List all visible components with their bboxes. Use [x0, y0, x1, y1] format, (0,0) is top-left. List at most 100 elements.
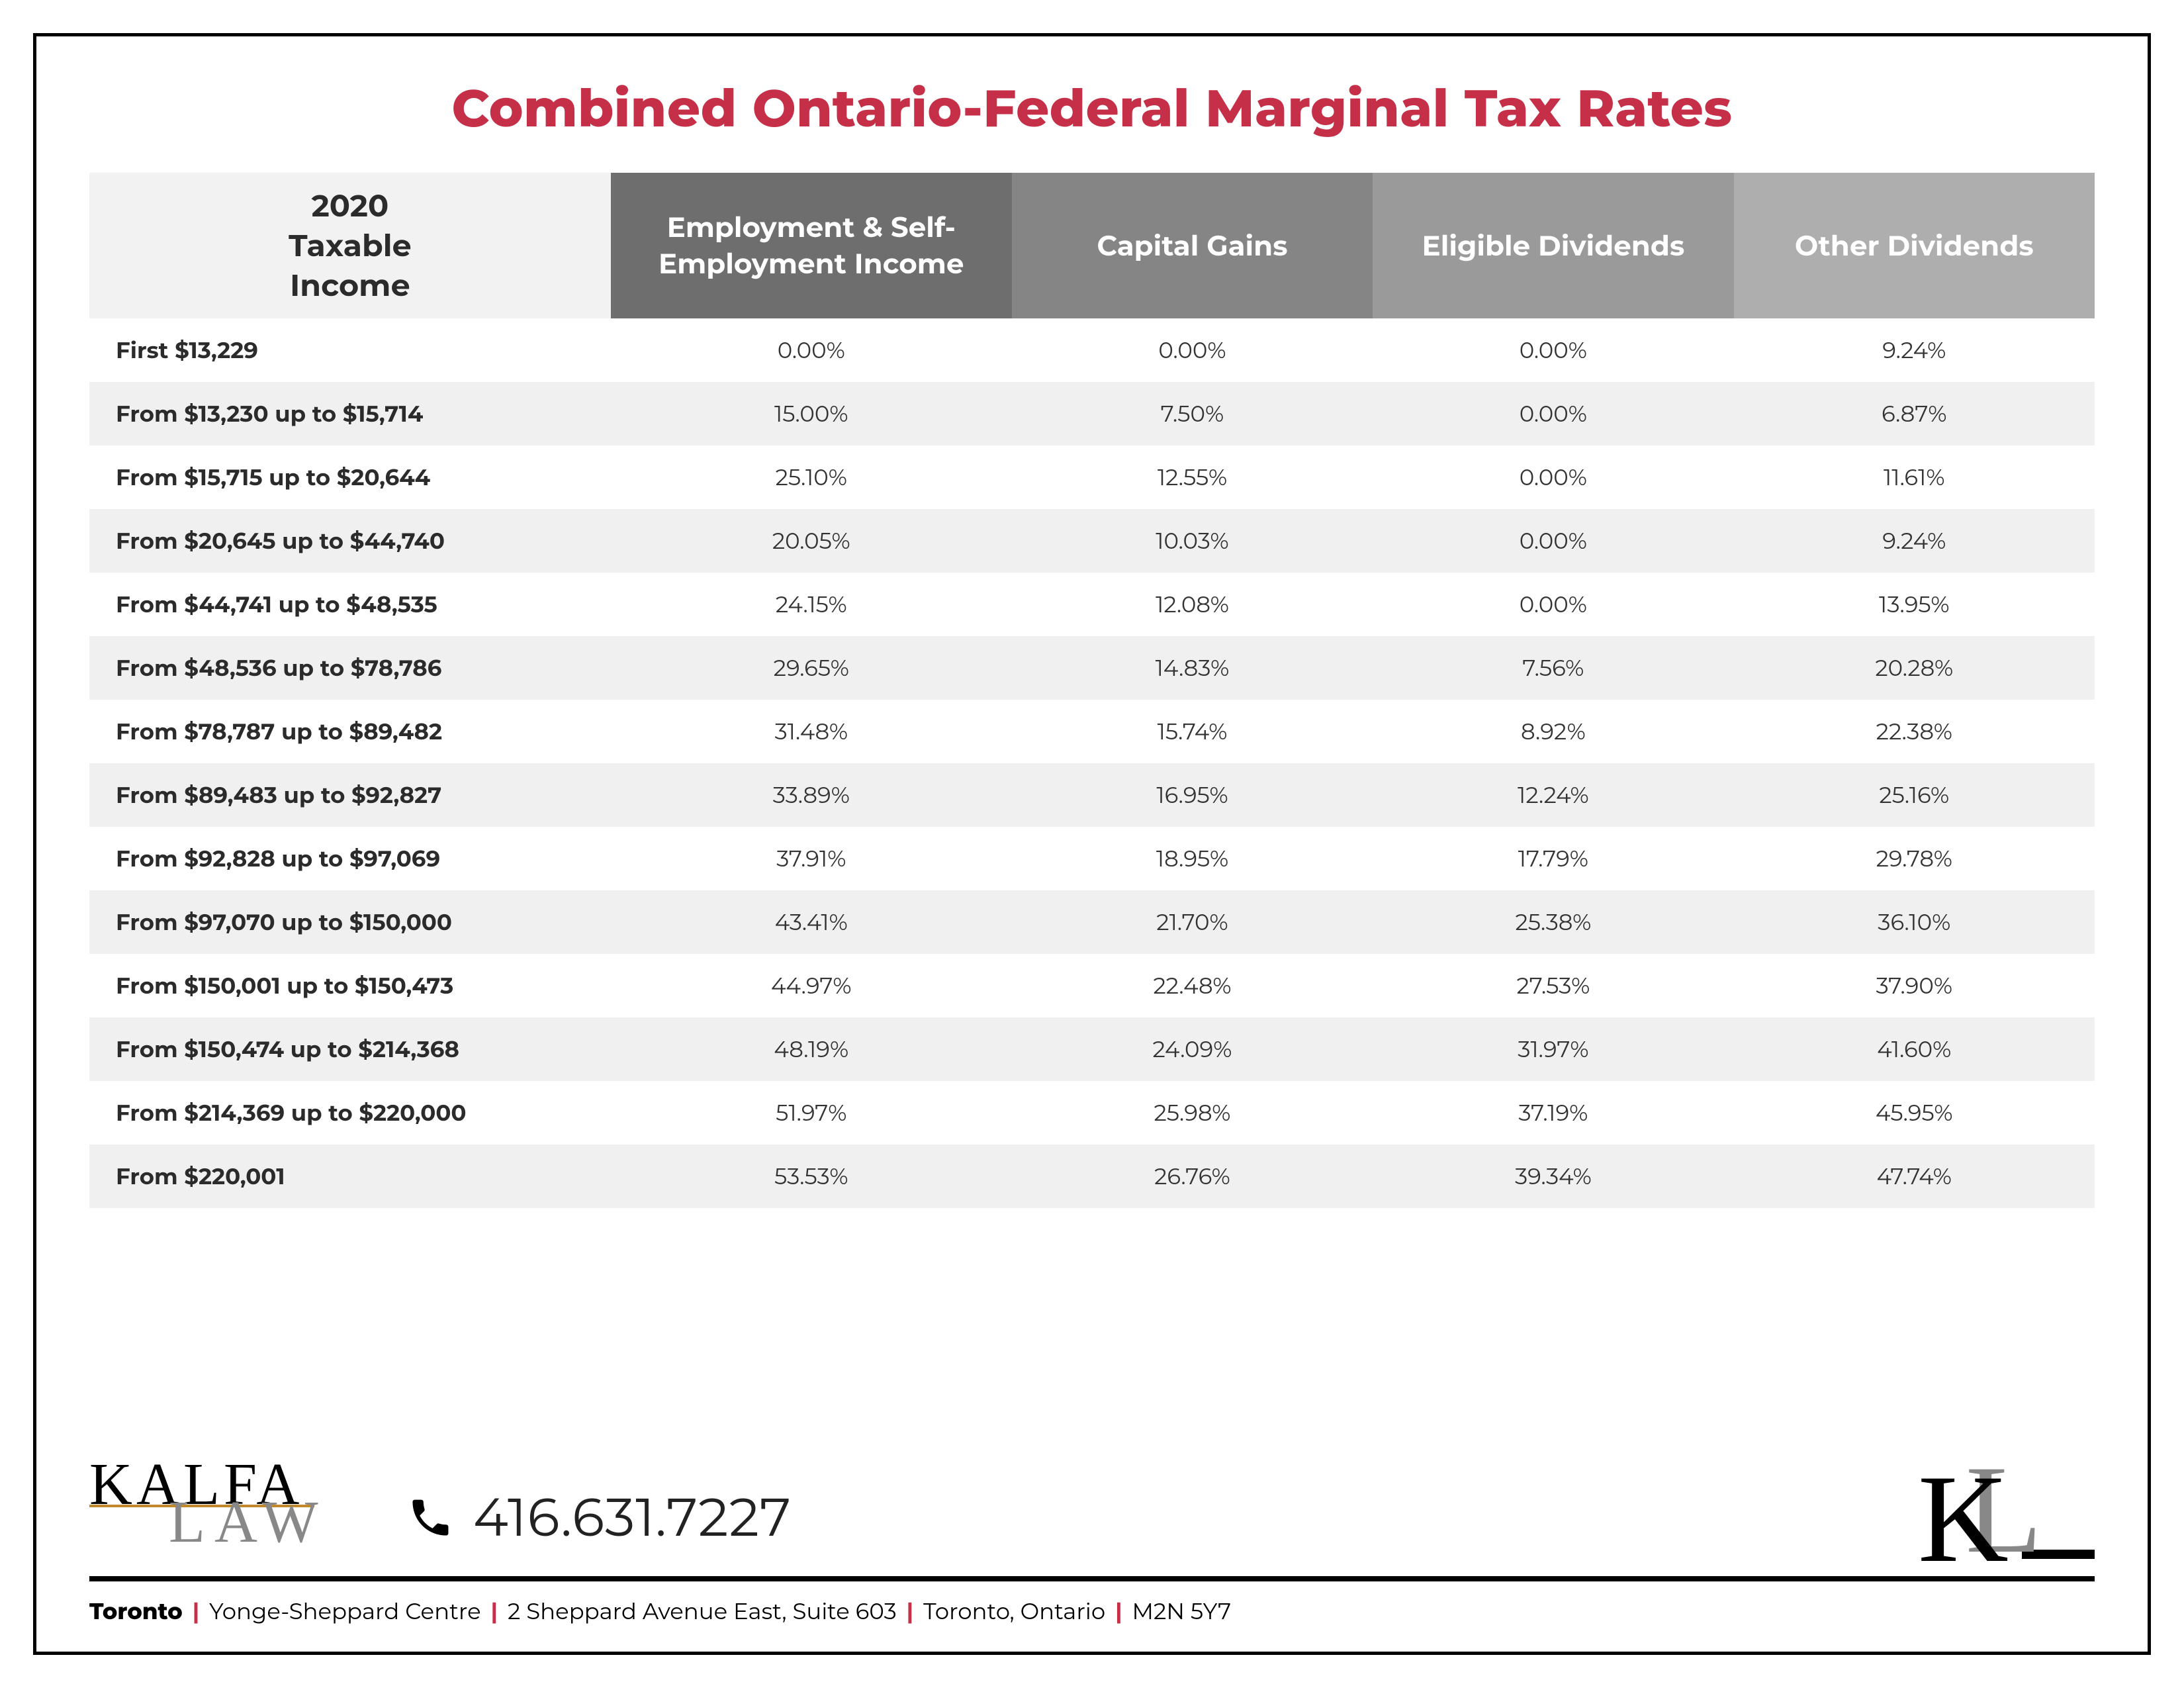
rate-cell: 13.95%	[1734, 573, 2095, 636]
table-row: From $20,645 up to $44,74020.05%10.03%0.…	[89, 509, 2095, 573]
rate-cell: 7.50%	[1012, 382, 1373, 445]
table-row: From $48,536 up to $78,78629.65%14.83%7.…	[89, 636, 2095, 700]
rate-cell: 0.00%	[1373, 445, 1733, 509]
address-sep: |	[189, 1597, 204, 1625]
table-row: From $214,369 up to $220,00051.97%25.98%…	[89, 1081, 2095, 1145]
bracket-cell: From $220,001	[89, 1145, 611, 1208]
address-line: Toronto | Yonge-Sheppard Centre | 2 Shep…	[89, 1597, 2095, 1625]
rate-cell: 25.16%	[1734, 763, 2095, 827]
rate-cell: 25.38%	[1373, 890, 1733, 954]
bracket-cell: First $13,229	[89, 318, 611, 382]
address-part: Toronto, Ontario	[923, 1597, 1105, 1625]
rate-cell: 9.24%	[1734, 318, 2095, 382]
rate-cell: 37.19%	[1373, 1081, 1733, 1145]
rate-cell: 12.08%	[1012, 573, 1373, 636]
page-title: Combined Ontario-Federal Marginal Tax Ra…	[89, 76, 2095, 140]
rate-cell: 51.97%	[611, 1081, 1012, 1145]
address-part: Yonge-Sheppard Centre	[209, 1597, 480, 1625]
rate-cell: 26.76%	[1012, 1145, 1373, 1208]
address-sep: |	[903, 1597, 918, 1625]
monogram-k: K	[1918, 1450, 2009, 1589]
rate-cell: 0.00%	[1373, 573, 1733, 636]
rate-cell: 47.74%	[1734, 1145, 2095, 1208]
address-part: 2 Sheppard Avenue East, Suite 603	[508, 1597, 897, 1625]
col-header: Eligible Dividends	[1373, 173, 1733, 318]
bracket-cell: From $92,828 up to $97,069	[89, 827, 611, 890]
rate-cell: 37.91%	[611, 827, 1012, 890]
rate-cell: 43.41%	[611, 890, 1012, 954]
address-part: M2N 5Y7	[1132, 1597, 1232, 1625]
footer: KALFA LAW 416.631.7227 L K Toronto	[89, 1424, 2095, 1625]
bracket-cell: From $78,787 up to $89,482	[89, 700, 611, 763]
bracket-cell: From $214,369 up to $220,000	[89, 1081, 611, 1145]
rate-cell: 48.19%	[611, 1017, 1012, 1081]
rate-cell: 44.97%	[611, 954, 1012, 1017]
rate-cell: 10.03%	[1012, 509, 1373, 573]
rate-cell: 31.97%	[1373, 1017, 1733, 1081]
table-row: From $78,787 up to $89,48231.48%15.74%8.…	[89, 700, 2095, 763]
rate-cell: 41.60%	[1734, 1017, 2095, 1081]
rate-cell: 0.00%	[1373, 382, 1733, 445]
table-head: 2020TaxableIncomeEmployment & Self-Emplo…	[89, 173, 2095, 318]
col-header: 2020TaxableIncome	[89, 173, 611, 318]
rate-cell: 53.53%	[611, 1145, 1012, 1208]
bracket-cell: From $48,536 up to $78,786	[89, 636, 611, 700]
rate-cell: 22.48%	[1012, 954, 1373, 1017]
bracket-cell: From $13,230 up to $15,714	[89, 382, 611, 445]
rate-cell: 17.79%	[1373, 827, 1733, 890]
rate-cell: 6.87%	[1734, 382, 2095, 445]
footer-divider	[89, 1576, 2095, 1581]
table-header-row: 2020TaxableIncomeEmployment & Self-Emplo…	[89, 173, 2095, 318]
rate-cell: 33.89%	[611, 763, 1012, 827]
bracket-cell: From $89,483 up to $92,827	[89, 763, 611, 827]
rate-cell: 11.61%	[1734, 445, 2095, 509]
rate-cell: 8.92%	[1373, 700, 1733, 763]
rate-cell: 15.00%	[611, 382, 1012, 445]
rate-cell: 12.24%	[1373, 763, 1733, 827]
table-row: From $44,741 up to $48,53524.15%12.08%0.…	[89, 573, 2095, 636]
rate-cell: 37.90%	[1734, 954, 2095, 1017]
table-row: From $89,483 up to $92,82733.89%16.95%12…	[89, 763, 2095, 827]
rate-cell: 25.98%	[1012, 1081, 1373, 1145]
rate-cell: 20.05%	[611, 509, 1012, 573]
table-row: From $13,230 up to $15,71415.00%7.50%0.0…	[89, 382, 2095, 445]
col-header: Employment & Self-Employment Income	[611, 173, 1012, 318]
rate-cell: 29.78%	[1734, 827, 2095, 890]
rate-cell: 15.74%	[1012, 700, 1373, 763]
phone-number: 416.631.7227	[473, 1485, 792, 1550]
rate-cell: 29.65%	[611, 636, 1012, 700]
phone-block: 416.631.7227	[407, 1485, 792, 1550]
rate-cell: 36.10%	[1734, 890, 2095, 954]
rate-cell: 24.09%	[1012, 1017, 1373, 1081]
rate-cell: 27.53%	[1373, 954, 1733, 1017]
rate-cell: 39.34%	[1373, 1145, 1733, 1208]
footer-top-row: KALFA LAW 416.631.7227 L K	[89, 1450, 2095, 1570]
rate-cell: 12.55%	[1012, 445, 1373, 509]
kalfa-law-logo: KALFA LAW	[89, 1450, 367, 1556]
monogram-letters: L K	[1918, 1469, 2009, 1570]
address-city: Toronto	[89, 1597, 183, 1625]
rate-cell: 14.83%	[1012, 636, 1373, 700]
rate-cell: 16.95%	[1012, 763, 1373, 827]
table-row: From $15,715 up to $20,64425.10%12.55%0.…	[89, 445, 2095, 509]
rate-cell: 45.95%	[1734, 1081, 2095, 1145]
col-header: Capital Gains	[1012, 173, 1373, 318]
rate-cell: 9.24%	[1734, 509, 2095, 573]
rate-cell: 18.95%	[1012, 827, 1373, 890]
table-row: First $13,2290.00%0.00%0.00%9.24%	[89, 318, 2095, 382]
bracket-cell: From $20,645 up to $44,740	[89, 509, 611, 573]
bracket-cell: From $150,474 up to $214,368	[89, 1017, 611, 1081]
bracket-cell: From $15,715 up to $20,644	[89, 445, 611, 509]
table-body: First $13,2290.00%0.00%0.00%9.24%From $1…	[89, 318, 2095, 1208]
rate-cell: 7.56%	[1373, 636, 1733, 700]
table-row: From $97,070 up to $150,00043.41%21.70%2…	[89, 890, 2095, 954]
col-header: Other Dividends	[1734, 173, 2095, 318]
rate-cell: 0.00%	[1373, 509, 1733, 573]
address-sep: |	[487, 1597, 502, 1625]
table-row: From $150,474 up to $214,36848.19%24.09%…	[89, 1017, 2095, 1081]
kl-monogram: L K	[1918, 1469, 2095, 1570]
table-row: From $150,001 up to $150,47344.97%22.48%…	[89, 954, 2095, 1017]
rate-cell: 0.00%	[1373, 318, 1733, 382]
rate-cell: 0.00%	[611, 318, 1012, 382]
bracket-cell: From $150,001 up to $150,473	[89, 954, 611, 1017]
